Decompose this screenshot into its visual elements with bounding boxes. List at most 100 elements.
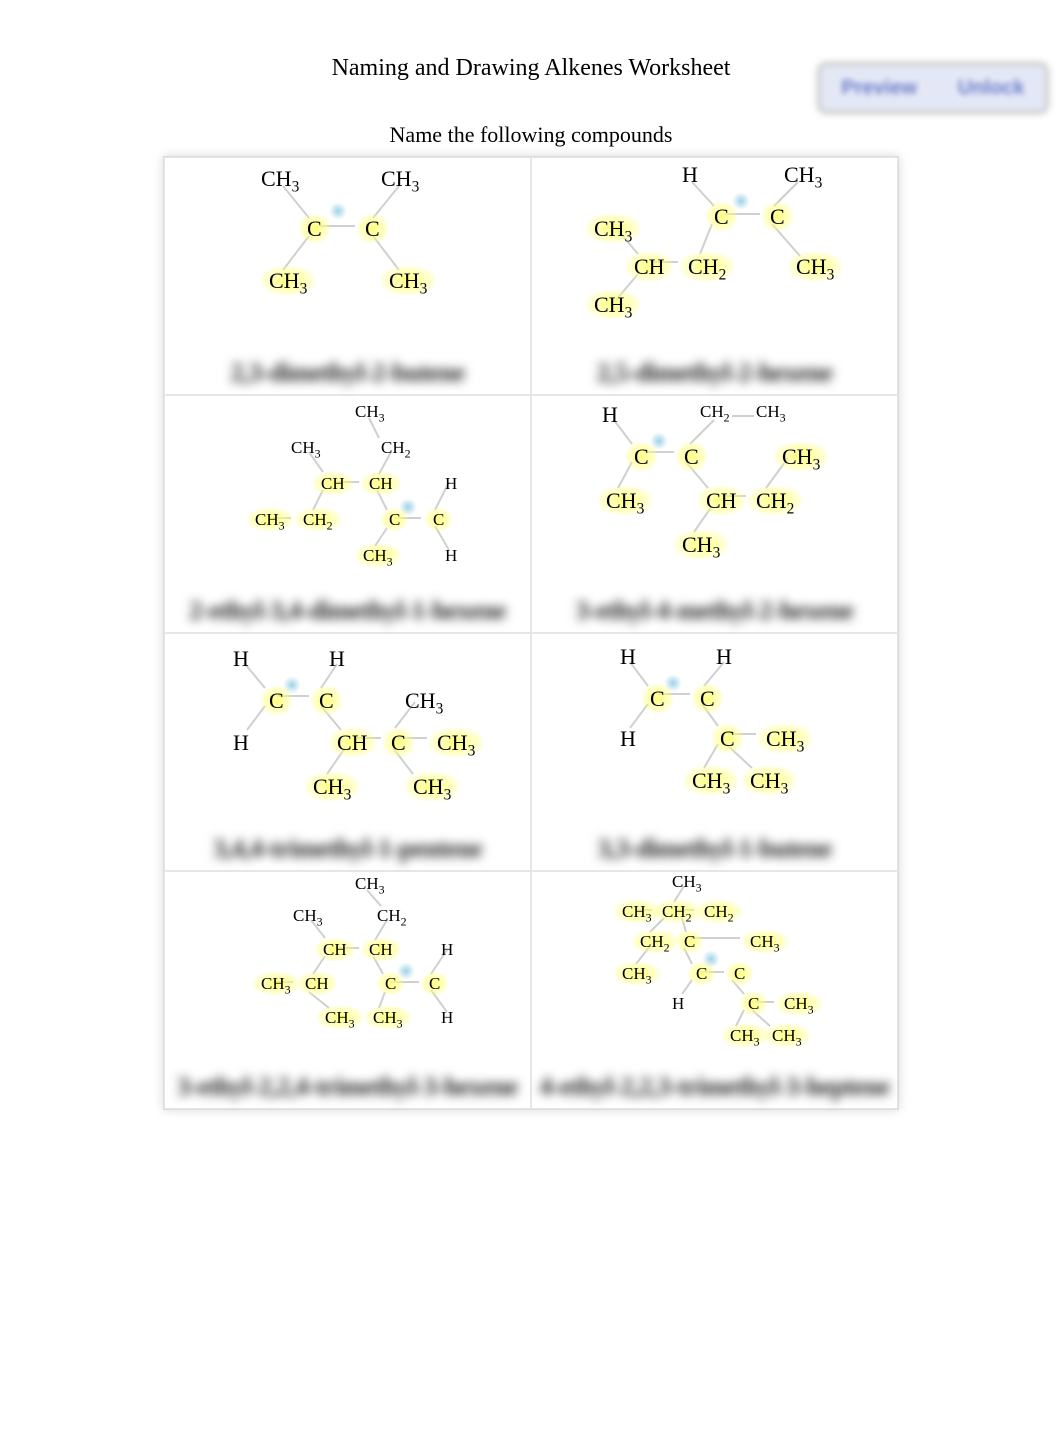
atom-label: CH3 [355,874,385,897]
compound-cell: CH3CH3CCCH3CH32,3-dimethyl-2-butene [164,157,531,395]
atom-label: CH3 [598,488,652,518]
molecule-diagram: CH3CH3CH2CHCHHCH3CHCCCH3CH3H [165,872,530,1062]
molecule-diagram: HCH2CH3CCCH3CH3CHCH2CH3 [532,396,897,586]
bond-layer [165,158,530,348]
atom-label: CH [313,474,353,494]
atom-label: CH3 [756,402,786,425]
atom-label: C [311,688,342,714]
answer-text: 2,5-dimethyl-2-hexene [532,358,897,388]
atom-label: CH3 [788,254,842,284]
atom-label: CH3 [429,730,483,760]
atom-label: C [299,216,330,242]
atom-label: H [602,402,618,428]
atom-label: CH3 [684,768,738,798]
atom-label: C [421,974,448,994]
atom-label: CH3 [405,688,443,718]
atom-label: CH3 [614,902,660,925]
atom-label: CH3 [365,1008,411,1031]
molecule-diagram: CH3CH3CCCH3CH3 [165,158,530,348]
watermark-right: Unlock [958,77,1025,100]
atom-label: CH3 [355,402,385,425]
atom-label: CH3 [586,216,640,246]
atom-label: CH3 [253,974,299,997]
answer-text: 2-ethyl-3,4-dimethyl-1-hexene [165,596,530,626]
atom-label: H [445,474,457,494]
molecule-diagram: CH3CH3CH2CH2CH2CCH3CH3CCHCCH3CH3CH3 [532,872,897,1062]
compound-cell: HCH2CH3CCCH3CH3CHCH2CH33-ethyl-4-methyl-… [531,395,898,633]
atom-label: CH3 [614,964,660,987]
atom-label: C [357,216,388,242]
atom-label: C [425,510,452,530]
atom-label: CH3 [247,510,293,533]
molecule-diagram: CH3CH3CH2CHCHHCH3CH2CCCH3H [165,396,530,586]
atom-label: CH [329,730,376,756]
atom-label: CH3 [305,774,359,804]
watermark-badge: Preview Unlock [818,63,1048,113]
molecule-diagram: HCH3CCCH3CHCH2CH3CH3 [532,158,897,348]
atom-label: H [233,646,249,672]
atom-label: CH3 [742,768,796,798]
answer-text: 4-ethyl-2,2,3-trimethyl-3-heptene [532,1072,897,1102]
compound-cell: CH3CH3CH2CHCHHCH3CH2CCCH3H2-ethyl-3,4-di… [164,395,531,633]
atom-label: C [706,204,737,230]
atom-label: H [682,162,698,188]
atom-label: CH3 [405,774,459,804]
answer-text: 3-ethyl-4-methyl-2-hexene [532,596,897,626]
atom-label: CH3 [586,292,640,322]
atom-label: CH [361,474,401,494]
atom-label: CH3 [758,726,812,756]
atom-label: H [441,1008,453,1028]
watermark-left: Preview [841,77,917,100]
atom-label: CH2 [680,254,734,284]
atom-label: C [726,964,753,984]
compound-cell: CH3CH3CH2CHCHHCH3CHCCCH3CH3H3-ethyl-2,2,… [164,871,531,1109]
atom-label: H [620,644,636,670]
molecule-diagram: HHCCCH3HCHCCH3CH3CH3 [165,634,530,824]
atom-label: C [712,726,743,752]
atom-label: C [676,932,703,952]
atom-label: H [445,546,457,566]
double-bond-marker [329,202,347,220]
atom-label: C [642,686,673,712]
atom-label: CH3 [261,268,315,298]
atom-label: CH3 [742,932,788,955]
atom-label: CH [361,940,401,960]
atom-label: CH [315,940,355,960]
atom-label: H [716,644,732,670]
atom-label: CH3 [764,1026,810,1049]
atom-label: CH3 [672,872,702,895]
atom-label: CH3 [261,166,299,196]
atom-label: CH3 [291,438,321,461]
atom-label: CH3 [355,546,401,569]
atom-label: CH2 [377,906,407,929]
atom-label: C [762,204,793,230]
atom-label: H [441,940,453,960]
bond-layer [165,872,530,1062]
atom-label: C [381,510,408,530]
atom-label: CH3 [784,162,822,192]
atom-label: CH3 [381,166,419,196]
atom-label: C [383,730,414,756]
atom-label: C [626,444,657,470]
atom-label: CH2 [748,488,802,518]
compound-grid: CH3CH3CCCH3CH32,3-dimethyl-2-buteneHCH3C… [163,156,899,1110]
atom-label: CH2 [654,902,700,925]
atom-label: CH [297,974,337,994]
answer-text: 3,4,4-trimethyl-1-pentene [165,834,530,864]
page-subtitle: Name the following compounds [0,122,1062,148]
compound-cell: CH3CH3CH2CH2CH2CCH3CH3CCHCCH3CH3CH34-eth… [531,871,898,1109]
atom-label: H [672,994,684,1014]
atom-label: CH2 [381,438,411,461]
compound-cell: HCH3CCCH3CHCH2CH3CH32,5-dimethyl-2-hexen… [531,157,898,395]
atom-label: CH3 [293,906,323,929]
molecule-diagram: HHCCHCCH3CH3CH3 [532,634,897,824]
atom-label: CH3 [722,1026,768,1049]
compound-cell: HHCCHCCH3CH3CH33,3-dimethyl-1-butene [531,633,898,871]
atom-label: C [261,688,292,714]
atom-label: H [329,646,345,672]
atom-label: CH2 [700,402,730,425]
atom-label: CH3 [776,994,822,1017]
atom-label: CH3 [317,1008,363,1031]
atom-label: C [377,974,404,994]
answer-text: 3-ethyl-2,2,4-trimethyl-3-hexene [165,1072,530,1102]
